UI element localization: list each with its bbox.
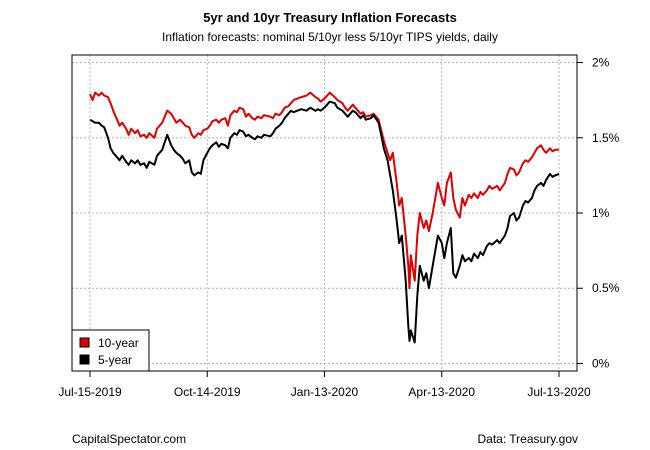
y-tick-label: 2% <box>592 56 610 70</box>
footer-data-source: Data: Treasury.gov <box>478 432 579 446</box>
y-tick-label: 1% <box>592 206 610 220</box>
y-tick-label: 0.5% <box>592 281 620 295</box>
axis-ticks: Jul-15-2019 Oct-14-2019 Jan-13-2020 Apr-13-… <box>58 56 619 399</box>
footer-source-site: CapitalSpectator.com <box>72 432 186 446</box>
x-tick-label: Jul-15-2019 <box>58 385 122 399</box>
y-tick-label: 1.5% <box>592 131 620 145</box>
legend-swatch-5-year <box>79 354 90 365</box>
chart-subtitle: Inflation forecasts: nominal 5/10yr less… <box>162 30 498 44</box>
x-tick-label: Apr-13-2020 <box>408 385 475 399</box>
legend-swatch-10-year <box>79 337 90 348</box>
series-lines <box>89 91 560 344</box>
legend: 10-year 5-year <box>71 329 150 372</box>
x-tick-label: Jul-13-2020 <box>527 385 591 399</box>
chart-title: 5yr and 10yr Treasury Inflation Forecast… <box>203 10 457 25</box>
x-tick-label: Jan-13-2020 <box>291 385 359 399</box>
grid-lines <box>72 55 577 371</box>
series-line-5-year <box>89 100 560 344</box>
series-line-10-year <box>89 91 559 290</box>
legend-label-10-year: 10-year <box>98 336 139 350</box>
legend-label-5-year: 5-year <box>98 353 132 367</box>
x-tick-label: Oct-14-2019 <box>174 385 241 399</box>
y-tick-label: 0% <box>592 356 610 370</box>
